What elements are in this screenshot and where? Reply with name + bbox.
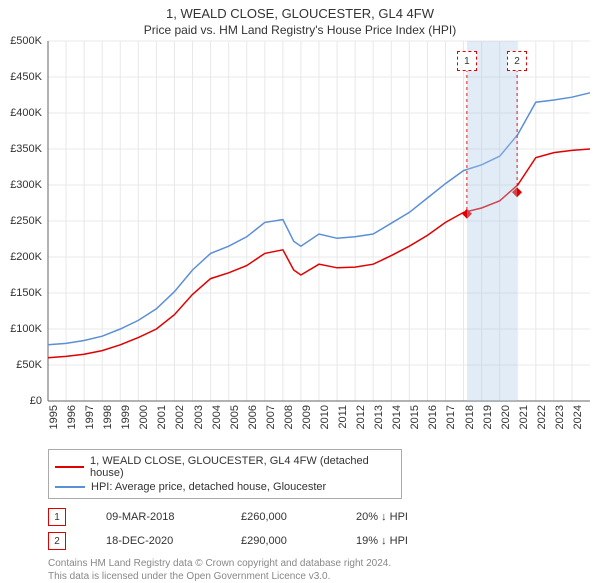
x-tick-label: 2004 bbox=[211, 405, 213, 429]
x-tick-label: 2024 bbox=[572, 405, 574, 429]
x-tick-label: 2021 bbox=[518, 405, 520, 429]
x-tick-label: 2005 bbox=[229, 405, 231, 429]
x-tick-label: 2000 bbox=[138, 405, 140, 429]
legend-item: 1, WEALD CLOSE, GLOUCESTER, GL4 4FW (det… bbox=[55, 454, 395, 480]
y-tick-label: £400K bbox=[2, 107, 42, 119]
x-tick-label: 2011 bbox=[337, 405, 339, 429]
x-tick-label: 1996 bbox=[66, 405, 68, 429]
legend-swatch bbox=[55, 486, 85, 488]
attribution-line: This data is licensed under the Open Gov… bbox=[48, 570, 588, 583]
x-tick-label: 2017 bbox=[445, 405, 447, 429]
x-tick-label: 2012 bbox=[355, 405, 357, 429]
x-tick-label: 2008 bbox=[283, 405, 285, 429]
y-tick-label: £50K bbox=[2, 359, 42, 371]
chart-title: 1, WEALD CLOSE, GLOUCESTER, GL4 4FW bbox=[0, 0, 600, 21]
x-tick-label: 2010 bbox=[319, 405, 321, 429]
legend-label: HPI: Average price, detached house, Glou… bbox=[91, 481, 326, 493]
x-tick-label: 1998 bbox=[102, 405, 104, 429]
x-tick-label: 2001 bbox=[156, 405, 158, 429]
x-tick-label: 2022 bbox=[536, 405, 538, 429]
x-tick-label: 2016 bbox=[427, 405, 429, 429]
x-tick-label: 1995 bbox=[48, 405, 50, 429]
y-tick-label: £200K bbox=[2, 251, 42, 263]
sale-pct: 20% ↓ HPI bbox=[356, 511, 408, 523]
attribution: Contains HM Land Registry data © Crown c… bbox=[48, 557, 588, 583]
legend-swatch bbox=[55, 466, 84, 468]
x-tick-label: 2019 bbox=[482, 405, 484, 429]
highlight-band bbox=[467, 41, 517, 401]
x-tick-label: 2018 bbox=[464, 405, 466, 429]
sale-marker-2: 2 bbox=[507, 51, 527, 71]
y-tick-label: £250K bbox=[2, 215, 42, 227]
sale-date: 18-DEC-2020 bbox=[106, 535, 201, 547]
x-tick-label: 1997 bbox=[84, 405, 86, 429]
y-tick-label: £150K bbox=[2, 287, 42, 299]
sale-row: 1 09-MAR-2018 £260,000 20% ↓ HPI bbox=[48, 505, 588, 529]
legend-item: HPI: Average price, detached house, Glou… bbox=[55, 480, 395, 494]
sale-badge: 2 bbox=[48, 532, 66, 550]
y-tick-label: £450K bbox=[2, 71, 42, 83]
x-tick-label: 2014 bbox=[391, 405, 393, 429]
legend-label: 1, WEALD CLOSE, GLOUCESTER, GL4 4FW (det… bbox=[90, 455, 395, 479]
y-tick-label: £0 bbox=[2, 395, 42, 407]
y-tick-label: £500K bbox=[2, 35, 42, 47]
x-tick-label: 2002 bbox=[174, 405, 176, 429]
sale-marker-1: 1 bbox=[457, 51, 477, 71]
sale-price: £290,000 bbox=[241, 535, 316, 547]
x-tick-label: 2023 bbox=[554, 405, 556, 429]
y-tick-label: £300K bbox=[2, 179, 42, 191]
sale-price: £260,000 bbox=[241, 511, 316, 523]
x-tick-label: 1999 bbox=[120, 405, 122, 429]
x-tick-label: 2013 bbox=[373, 405, 375, 429]
x-tick-label: 2006 bbox=[247, 405, 249, 429]
x-tick-label: 2020 bbox=[500, 405, 502, 429]
sale-row: 2 18-DEC-2020 £290,000 19% ↓ HPI bbox=[48, 529, 588, 553]
x-tick-label: 2007 bbox=[265, 405, 267, 429]
sale-pct: 19% ↓ HPI bbox=[356, 535, 408, 547]
y-tick-label: £350K bbox=[2, 143, 42, 155]
sales-table: 1 09-MAR-2018 £260,000 20% ↓ HPI 2 18-DEC-202… bbox=[48, 505, 588, 553]
attribution-line: Contains HM Land Registry data © Crown c… bbox=[48, 557, 588, 570]
chart-subtitle: Price paid vs. HM Land Registry's House … bbox=[0, 21, 600, 41]
x-tick-label: 2003 bbox=[193, 405, 195, 429]
sale-date: 09-MAR-2018 bbox=[106, 511, 201, 523]
x-tick-label: 2009 bbox=[301, 405, 303, 429]
chart-area: £0£50K£100K£150K£200K£250K£300K£350K£400… bbox=[48, 41, 590, 401]
x-tick-label: 2015 bbox=[409, 405, 411, 429]
y-tick-label: £100K bbox=[2, 323, 42, 335]
sale-badge: 1 bbox=[48, 508, 66, 526]
legend: 1, WEALD CLOSE, GLOUCESTER, GL4 4FW (det… bbox=[48, 449, 402, 499]
